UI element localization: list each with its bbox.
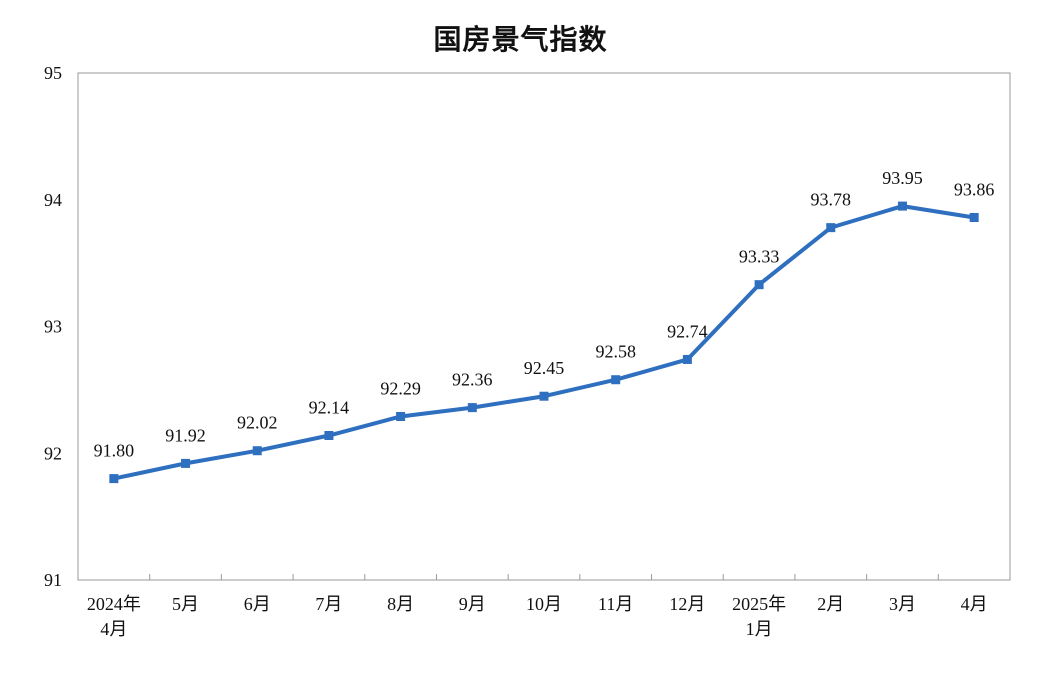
x-tick-label: 8月 <box>387 594 414 614</box>
data-label: 92.36 <box>452 370 493 390</box>
data-label: 92.02 <box>237 413 278 433</box>
data-label: 92.29 <box>380 378 421 398</box>
x-tick-label: 12月 <box>669 594 705 614</box>
data-point <box>467 403 477 413</box>
y-tick-label: 92 <box>44 443 62 463</box>
data-point <box>539 391 549 401</box>
data-label: 91.80 <box>94 441 135 461</box>
data-point <box>324 431 334 441</box>
y-axis: 91 92 93 94 95 <box>44 63 62 590</box>
data-label: 93.78 <box>811 190 852 210</box>
x-tick-label: 4月 <box>961 594 988 614</box>
data-label: 93.33 <box>739 247 780 267</box>
data-point <box>109 474 119 484</box>
data-point <box>826 223 836 233</box>
x-tick-label: 9月 <box>459 594 486 614</box>
data-point <box>969 212 979 222</box>
data-label: 92.74 <box>667 321 708 341</box>
series-line <box>111 204 977 481</box>
y-tick-label: 94 <box>44 190 62 210</box>
data-point <box>181 458 191 468</box>
x-axis: 2024年 4月 5月 6月 7月 8月 9月 10月 11月 12月 2025年 1月 2月 3月 4月 <box>87 574 988 639</box>
data-label: 93.95 <box>882 168 923 188</box>
x-tick-label: 7月 <box>315 594 342 614</box>
x-tick-label: 6月 <box>244 594 271 614</box>
data-point <box>611 375 621 385</box>
data-label: 92.58 <box>595 342 636 362</box>
data-point <box>396 411 406 421</box>
x-tick-label: 5月 <box>172 594 199 614</box>
x-tick-label: 2024年 4月 <box>87 594 141 639</box>
x-tick-label: 11月 <box>598 594 633 614</box>
data-label: 92.45 <box>524 358 565 378</box>
series-markers <box>109 201 979 484</box>
data-point <box>754 280 764 290</box>
x-tick-label: 10月 <box>526 594 562 614</box>
x-tick-label: 2025年 1月 <box>732 594 786 639</box>
data-label: 93.86 <box>954 179 995 199</box>
x-tick-label: 3月 <box>889 594 916 614</box>
data-label: 92.14 <box>309 398 350 418</box>
data-point <box>897 201 907 211</box>
y-tick-label: 95 <box>44 63 62 83</box>
chart-title: 国房景气指数 <box>433 23 608 56</box>
y-tick-label: 93 <box>44 317 62 337</box>
data-labels: 91.80 91.92 92.02 92.14 92.29 92.36 92.45 92.58… <box>94 168 995 461</box>
data-point <box>252 446 262 456</box>
data-point <box>682 354 692 364</box>
plot-frame <box>77 72 1011 581</box>
y-tick-label: 91 <box>44 570 62 590</box>
x-tick-label: 2月 <box>817 594 844 614</box>
data-label: 91.92 <box>165 425 206 445</box>
